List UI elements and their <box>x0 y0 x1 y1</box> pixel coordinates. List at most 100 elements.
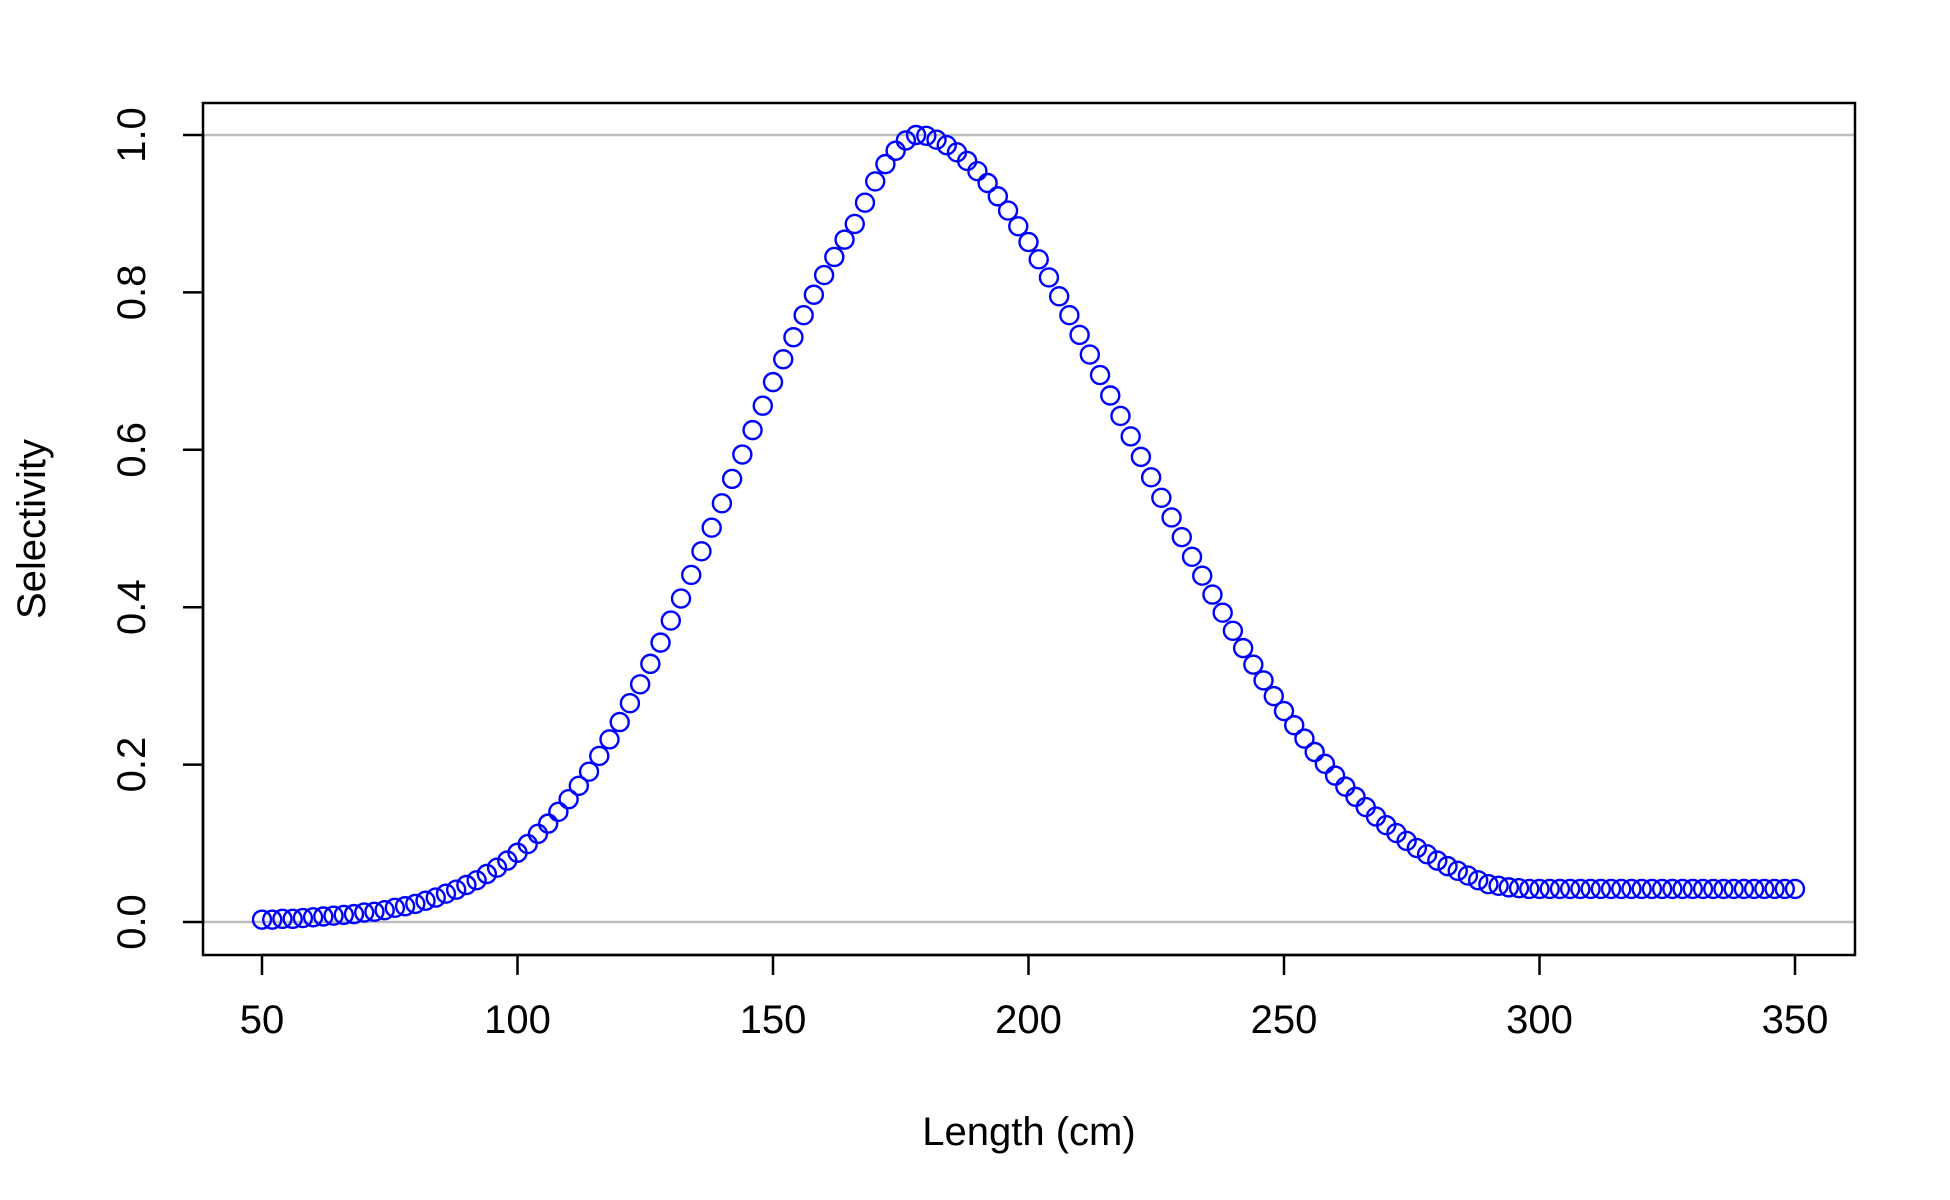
data-point <box>1549 878 1571 900</box>
data-point <box>333 904 354 926</box>
data-point <box>537 813 559 834</box>
data-point <box>1508 877 1530 899</box>
data-point <box>783 327 804 348</box>
plot-frame <box>201 101 1857 957</box>
data-point <box>1120 426 1141 447</box>
data-point <box>660 610 681 631</box>
data-point <box>1457 865 1479 886</box>
data-point <box>313 906 334 927</box>
data-point <box>793 305 814 326</box>
data-point <box>364 901 385 922</box>
data-point <box>1263 685 1284 707</box>
data-point <box>895 130 917 151</box>
data-point <box>1028 249 1049 270</box>
data-point <box>865 171 886 192</box>
x-tick-label: 50 <box>240 998 285 1042</box>
y-tick-label: 0.6 <box>110 422 154 478</box>
y-tick-label: 0.2 <box>110 737 154 793</box>
data-point <box>558 789 579 810</box>
data-point <box>445 879 467 900</box>
data-point <box>1774 878 1795 900</box>
data-point <box>956 150 978 172</box>
data-point <box>1355 796 1376 818</box>
data-point <box>803 284 825 305</box>
data-point <box>824 246 845 268</box>
data-point <box>292 907 314 929</box>
data-point <box>1651 878 1673 900</box>
data-point <box>302 907 324 928</box>
x-tick-label: 200 <box>995 998 1062 1042</box>
data-point <box>1181 546 1203 568</box>
data-point <box>905 124 927 146</box>
data-point <box>1600 878 1622 900</box>
data-point <box>1437 855 1458 877</box>
y-tick-label: 0.4 <box>110 579 154 635</box>
data-point <box>1703 878 1724 900</box>
data-point <box>1079 344 1101 365</box>
data-point <box>1140 467 1162 488</box>
data-point <box>415 890 436 911</box>
data-point <box>619 693 641 714</box>
data-point <box>1713 878 1734 900</box>
data-point <box>1273 700 1295 722</box>
data-point <box>1478 874 1499 895</box>
y-tick-label: 1.0 <box>110 107 154 163</box>
data-point <box>773 349 794 370</box>
data-point <box>466 870 487 891</box>
x-tick-label: 350 <box>1762 998 1829 1042</box>
data-point <box>1038 267 1060 288</box>
data-point <box>425 887 446 908</box>
x-tick-label: 150 <box>740 998 807 1042</box>
data-point <box>1314 753 1336 775</box>
data-point <box>732 444 753 465</box>
data-point <box>1294 728 1315 749</box>
x-tick-label: 300 <box>1506 998 1573 1042</box>
data-point <box>650 632 671 653</box>
data-point <box>701 517 722 538</box>
data-point <box>1631 878 1652 900</box>
data-point <box>670 588 692 609</box>
data-point <box>1304 741 1325 763</box>
data-point <box>1253 670 1274 691</box>
data-point <box>1764 878 1785 900</box>
data-point <box>1559 878 1581 900</box>
data-point <box>343 903 365 925</box>
data-point <box>262 909 283 930</box>
data-point <box>435 883 457 904</box>
data-point <box>916 125 937 146</box>
data-point <box>629 674 651 695</box>
data-point <box>885 140 906 161</box>
data-point <box>1416 844 1438 865</box>
data-point <box>456 874 477 896</box>
data-point <box>711 493 733 514</box>
reference-lines <box>203 133 1855 924</box>
data-point <box>742 419 763 441</box>
data-point <box>1519 878 1540 900</box>
data-point <box>875 153 896 175</box>
data-point <box>517 833 538 855</box>
data-point <box>1692 878 1714 900</box>
data-point <box>282 908 303 930</box>
x-axis-title: Length (cm) <box>922 1110 1135 1154</box>
data-point <box>1059 305 1080 326</box>
data-point <box>1345 786 1366 808</box>
data-point <box>762 371 784 393</box>
data-point <box>599 729 620 750</box>
data-point <box>721 468 743 490</box>
data-point <box>251 909 273 930</box>
y-axis: 0.0 0.2 0.4 0.6 0.8 1.0 <box>110 107 205 950</box>
data-point <box>272 908 293 930</box>
data-point <box>1069 324 1090 346</box>
data-point <box>568 775 590 797</box>
data-point <box>1222 620 1244 642</box>
data-points <box>251 124 1806 930</box>
data-point <box>486 857 508 878</box>
x-tick-label: 100 <box>484 998 551 1042</box>
data-point <box>1590 878 1612 900</box>
data-point <box>323 905 344 926</box>
data-point <box>1611 878 1632 900</box>
data-point <box>844 213 865 235</box>
data-point <box>1284 715 1305 736</box>
data-point <box>1089 364 1111 386</box>
